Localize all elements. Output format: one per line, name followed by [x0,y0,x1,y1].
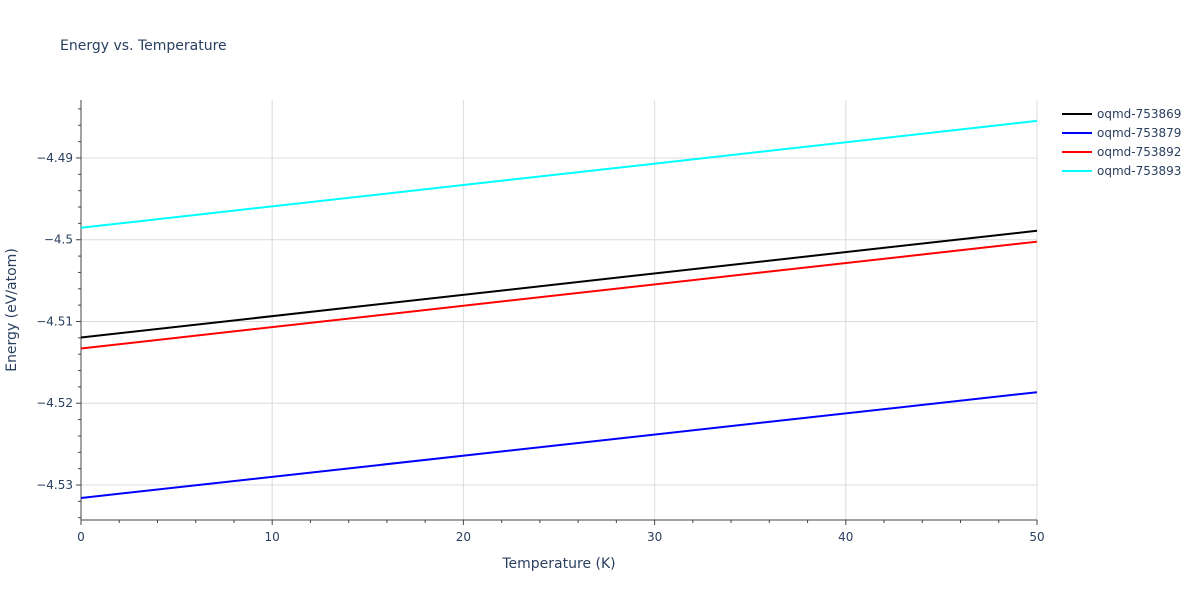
x-tick-label: 30 [647,530,662,544]
legend-item[interactable]: oqmd-753879 [1062,126,1181,140]
x-tick-label: 20 [456,530,471,544]
y-tick-label: −4.53 [36,478,73,492]
chart-title: Energy vs. Temperature [60,38,227,54]
x-tick-label: 0 [77,530,85,544]
y-tick-label: −4.51 [36,314,73,328]
x-tick-label: 10 [265,530,280,544]
legend-label: oqmd-753869 [1097,107,1181,121]
y-axis-label: Energy (eV/atom) [4,248,20,372]
y-tick-label: −4.5 [44,233,73,247]
series-line-oqmd-753892 [80,240,1038,350]
series-line-oqmd-753893 [80,119,1038,229]
legend-item[interactable]: oqmd-753892 [1062,145,1181,159]
legend[interactable]: oqmd-753869 oqmd-753879 oqmd-753892 oqmd-75… [1062,107,1181,178]
legend-label: oqmd-753892 [1097,145,1181,159]
x-tick-label: 50 [1029,530,1044,544]
legend-item[interactable]: oqmd-753893 [1062,164,1181,178]
series-group [80,119,1038,500]
x-tick-label: 40 [838,530,853,544]
series-line-oqmd-753879 [80,391,1038,500]
grid [81,100,1038,520]
legend-item[interactable]: oqmd-753869 [1062,107,1181,121]
y-tick-label: −4.52 [36,396,73,410]
x-axis-label: Temperature (K) [501,556,615,572]
legend-label: oqmd-753879 [1097,126,1181,140]
y-tick-label: −4.49 [36,151,73,165]
legend-label: oqmd-753893 [1097,164,1181,178]
axes: 0 10 20 30 40 50 −4.53 −4.52 −4.51 −4.5 −4.49 [36,100,1045,544]
series-line-oqmd-753869 [80,229,1038,339]
